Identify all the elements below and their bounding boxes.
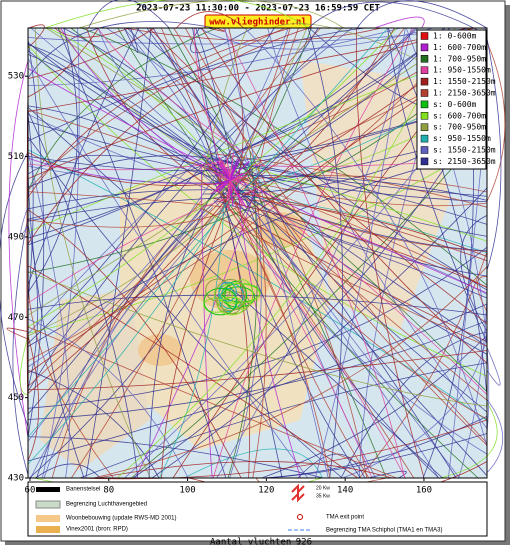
footer-label: TMA exit point — [326, 515, 364, 521]
runway-icon — [36, 487, 60, 492]
legend-label: s: 700-950m — [433, 123, 486, 132]
legend-swatch — [421, 158, 428, 165]
title: 2023-07-23 11:30:00 - 2023-07-23 16:59:5… — [136, 4, 380, 14]
legend-label: 1: 2150-3650m — [433, 89, 496, 98]
legend: 1: 0-600m 1: 600-700m 1: 700-950m 1: 950-15… — [417, 30, 496, 169]
x-tick-label: 100 — [179, 486, 195, 496]
legend-swatch — [421, 147, 428, 154]
legend-swatch — [421, 101, 428, 108]
x-tick-label: 140 — [337, 486, 353, 496]
y-tick-label: 470 — [8, 313, 24, 323]
footer-label: Woonbebouwing (update RWS-MD 2001) — [66, 516, 177, 522]
count-label: Aantal vluchten : — [210, 538, 302, 548]
y-tick-label: 490 — [8, 232, 24, 242]
legend-label: s: 2150-3650m — [433, 157, 496, 166]
x-tick-label: 160 — [416, 486, 432, 496]
legend-swatch — [421, 135, 428, 142]
footer-label: Vinex2001 (bron: RPD) — [66, 527, 128, 533]
legend-swatch — [421, 33, 428, 40]
y-tick-label: 430 — [8, 474, 24, 484]
y-tick-label: 510 — [8, 152, 24, 162]
legend-label: 1: 700-950m — [433, 54, 486, 63]
legend-swatch — [421, 44, 428, 51]
legend-label: 1: 0-600m — [433, 32, 477, 41]
legend-label: s: 600-700m — [433, 111, 486, 120]
footer-label: 20 Kw — [316, 485, 330, 491]
x-tick-label: 80 — [103, 486, 114, 496]
x-tick-label: 120 — [258, 486, 274, 496]
flight-track — [229, 169, 230, 180]
boundary-icon — [36, 501, 60, 508]
count: 926 — [296, 538, 312, 548]
legend-swatch — [421, 78, 428, 85]
urban-icon — [36, 515, 60, 522]
legend-label: s: 1550-2150m — [433, 146, 496, 155]
legend-swatch — [421, 67, 428, 74]
legend-label: s: 950-1550m — [433, 134, 491, 143]
legend-swatch — [421, 55, 428, 62]
legend-label: s: 0-600m — [433, 100, 477, 109]
y-tick-label: 530 — [8, 72, 24, 82]
footer-label: 35 Kw — [316, 493, 330, 499]
vinex-icon — [36, 526, 60, 533]
legend-swatch — [421, 112, 428, 119]
x-tick-label: 60 — [25, 486, 36, 496]
footer-label: Begrenzing Luchthavengebied — [66, 502, 147, 508]
legend-swatch — [421, 90, 428, 97]
footer-label: Begrenzing TMA Schiphol (TMA1 en TMA3) — [326, 528, 443, 534]
legend-label: 1: 600-700m — [433, 43, 486, 52]
legend-swatch — [421, 124, 428, 131]
y-tick-label: 450 — [8, 393, 24, 403]
legend-label: 1: 1550-2150m — [433, 77, 496, 86]
legend-label: 1: 950-1550m — [433, 66, 491, 75]
footer-label: Banenstelsel — [66, 487, 100, 493]
